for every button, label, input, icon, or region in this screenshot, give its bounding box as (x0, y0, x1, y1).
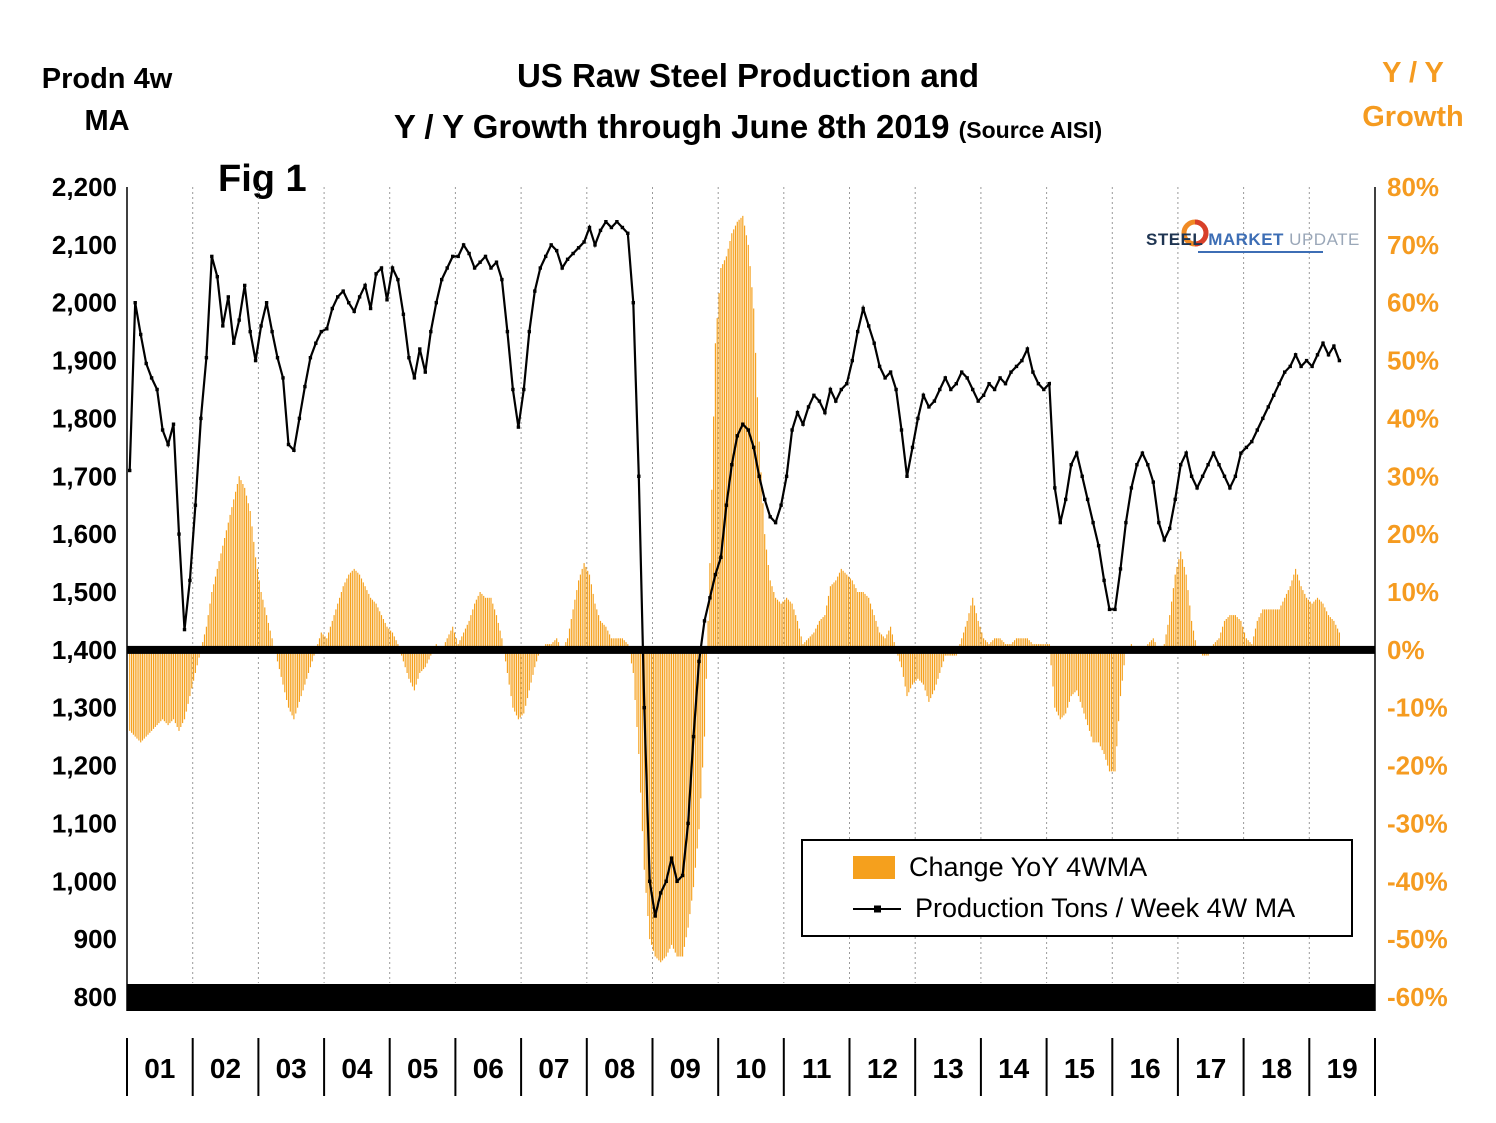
svg-text:1,300: 1,300 (52, 693, 117, 723)
chart-title: US Raw Steel Production and Y / Y Growth… (298, 50, 1198, 152)
steel-market-update-logo: STEEL MARKET UPDATE (1128, 219, 1359, 266)
logo-underline (1198, 251, 1323, 253)
right-axis-title: Y / Y Growth (1348, 52, 1478, 139)
svg-text:10%: 10% (1387, 577, 1439, 607)
svg-text:1,100: 1,100 (52, 808, 117, 838)
svg-text:12: 12 (867, 1053, 898, 1084)
svg-text:-30%: -30% (1387, 808, 1448, 838)
logo-word-steel: STEEL (1146, 230, 1203, 249)
chart-title-line2-text: Y / Y Growth through June 8th 2019 (393, 108, 950, 146)
legend: Change YoY 4WMA Production Tons / Week 4… (801, 839, 1353, 937)
svg-text:04: 04 (341, 1053, 373, 1084)
svg-text:-20%: -20% (1387, 751, 1448, 781)
svg-text:02: 02 (210, 1053, 241, 1084)
logo-text: STEEL MARKET UPDATE (1146, 230, 1360, 250)
svg-text:14: 14 (998, 1053, 1030, 1084)
chart-title-line2: Y / Y Growth through June 8th 2019 (Sour… (298, 101, 1198, 152)
svg-text:08: 08 (604, 1053, 635, 1084)
svg-text:70%: 70% (1387, 230, 1439, 260)
svg-text:19: 19 (1327, 1053, 1358, 1084)
chart-source-note: (Source AISI) (958, 117, 1103, 144)
fig-label: Fig 1 (218, 158, 307, 200)
svg-text:-40%: -40% (1387, 866, 1448, 896)
svg-text:09: 09 (670, 1053, 701, 1084)
svg-text:-10%: -10% (1387, 693, 1448, 723)
svg-text:-60%: -60% (1387, 982, 1448, 1012)
legend-item-yoy: Change YoY 4WMA (853, 852, 1351, 883)
svg-text:06: 06 (473, 1053, 504, 1084)
svg-text:2,200: 2,200 (52, 172, 117, 202)
svg-text:50%: 50% (1387, 346, 1439, 376)
svg-text:80%: 80% (1387, 172, 1439, 202)
right-axis-title-line2: Growth (1362, 100, 1464, 133)
svg-text:1,400: 1,400 (52, 635, 117, 665)
svg-text:03: 03 (276, 1053, 307, 1084)
svg-text:40%: 40% (1387, 403, 1439, 433)
line-marker-sample (853, 903, 901, 915)
smu-swirl-icon (1181, 219, 1209, 247)
left-axis-title-line2: MA (84, 105, 130, 138)
svg-text:1,500: 1,500 (52, 577, 117, 607)
svg-text:13: 13 (933, 1053, 964, 1084)
svg-text:01: 01 (144, 1053, 175, 1084)
logo-word-market: MARKET (1208, 230, 1284, 249)
chart-title-line1: US Raw Steel Production and (516, 57, 980, 94)
left-axis-title: Prodn 4w MA (22, 58, 192, 142)
svg-text:2,000: 2,000 (52, 288, 117, 318)
svg-text:05: 05 (407, 1053, 438, 1084)
svg-text:30%: 30% (1387, 461, 1439, 491)
svg-text:07: 07 (538, 1053, 569, 1084)
logo-word-update: UPDATE (1289, 230, 1360, 249)
svg-text:1,000: 1,000 (52, 866, 117, 896)
svg-text:11: 11 (802, 1053, 832, 1084)
legend-item-production: Production Tons / Week 4W MA (853, 893, 1351, 924)
svg-text:900: 900 (74, 924, 117, 954)
svg-text:0%: 0% (1387, 635, 1425, 665)
svg-text:18: 18 (1261, 1053, 1292, 1084)
svg-text:16: 16 (1130, 1053, 1161, 1084)
svg-text:17: 17 (1195, 1053, 1226, 1084)
legend-yoy-label: Change YoY 4WMA (909, 851, 1148, 882)
svg-text:1,700: 1,700 (52, 461, 117, 491)
svg-text:10: 10 (735, 1053, 766, 1084)
right-axis-title-line1: Y / Y (1382, 57, 1444, 89)
svg-text:60%: 60% (1387, 288, 1439, 318)
svg-text:1,800: 1,800 (52, 403, 117, 433)
legend-production-label: Production Tons / Week 4W MA (915, 893, 1296, 924)
yoy-bar-swatch (853, 855, 895, 879)
svg-text:1,200: 1,200 (52, 751, 117, 781)
svg-text:1,600: 1,600 (52, 519, 117, 549)
svg-text:1,900: 1,900 (52, 346, 117, 376)
svg-text:800: 800 (74, 982, 117, 1012)
svg-text:-50%: -50% (1387, 924, 1448, 954)
svg-text:15: 15 (1064, 1053, 1095, 1084)
svg-text:2,100: 2,100 (52, 230, 117, 260)
svg-text:20%: 20% (1387, 519, 1439, 549)
left-axis-title-line1: Prodn 4w (41, 63, 173, 95)
